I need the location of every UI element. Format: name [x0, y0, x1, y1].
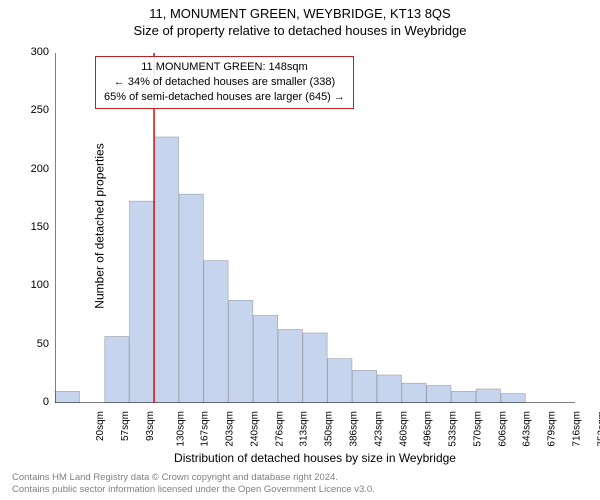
histogram-bar [352, 370, 376, 403]
footer-line2: Contains public sector information licen… [12, 484, 375, 496]
x-tick-label: 386sqm [349, 411, 360, 447]
x-tick-label: 240sqm [250, 411, 261, 447]
x-tick-label: 276sqm [274, 411, 285, 447]
x-tick-label: 570sqm [472, 411, 483, 447]
x-tick-label: 533sqm [448, 411, 459, 447]
annotation-line2: ← 34% of detached houses are smaller (33… [104, 75, 345, 90]
y-tick-label: 50 [19, 338, 49, 350]
x-axis-label: Distribution of detached houses by size … [55, 451, 575, 465]
histogram-bar [278, 330, 302, 404]
x-tick-label: 643sqm [522, 411, 533, 447]
x-tick-label: 496sqm [423, 411, 434, 447]
annotation-line1: 11 MONUMENT GREEN: 148sqm [104, 60, 345, 75]
x-tick-label: 606sqm [497, 411, 508, 447]
annotation-box: 11 MONUMENT GREEN: 148sqm ← 34% of detac… [95, 56, 354, 109]
histogram-bar [402, 383, 426, 403]
x-tick-label: 350sqm [324, 411, 335, 447]
histogram-bar [451, 391, 475, 403]
histogram-bar [377, 375, 401, 403]
x-tick-label: 20sqm [95, 411, 106, 441]
y-tick-label: 300 [19, 46, 49, 58]
x-tick-label: 753sqm [596, 411, 600, 447]
chart-container: 11, MONUMENT GREEN, WEYBRIDGE, KT13 8QS … [0, 0, 600, 500]
y-tick-label: 200 [19, 163, 49, 175]
x-tick-label: 460sqm [398, 411, 409, 447]
x-tick-label: 203sqm [225, 411, 236, 447]
histogram-bar [303, 333, 327, 403]
page-title-line1: 11, MONUMENT GREEN, WEYBRIDGE, KT13 8QS [0, 0, 600, 21]
histogram-bar [501, 394, 525, 403]
histogram-bar [55, 391, 79, 403]
page-title-line2: Size of property relative to detached ho… [0, 21, 600, 38]
footer-line1: Contains HM Land Registry data © Crown c… [12, 472, 375, 484]
histogram-bar [204, 261, 228, 403]
histogram-bar [253, 316, 277, 404]
x-tick-label: 679sqm [547, 411, 558, 447]
x-tick-label: 716sqm [571, 411, 582, 447]
y-tick-label: 250 [19, 104, 49, 116]
histogram-bar [328, 359, 352, 403]
histogram-bar [179, 194, 203, 403]
y-tick-label: 0 [19, 396, 49, 408]
annotation-line3: 65% of semi-detached houses are larger (… [104, 90, 345, 105]
histogram-bar [229, 300, 253, 403]
histogram-bar [130, 201, 154, 403]
x-tick-label: 313sqm [299, 411, 310, 447]
x-tick-label: 93sqm [145, 411, 156, 441]
x-tick-label: 130sqm [175, 411, 186, 447]
chart-area: Number of detached properties 20sqm57sqm… [55, 48, 575, 403]
x-tick-label: 167sqm [200, 411, 211, 447]
y-tick-label: 150 [19, 221, 49, 233]
footer: Contains HM Land Registry data © Crown c… [12, 472, 375, 496]
histogram-bar [476, 389, 500, 403]
histogram-bar [154, 137, 178, 403]
histogram-bar [427, 386, 451, 404]
y-tick-label: 100 [19, 279, 49, 291]
histogram-bar [105, 337, 129, 404]
x-tick-label: 57sqm [120, 411, 131, 441]
x-tick-label: 423sqm [373, 411, 384, 447]
